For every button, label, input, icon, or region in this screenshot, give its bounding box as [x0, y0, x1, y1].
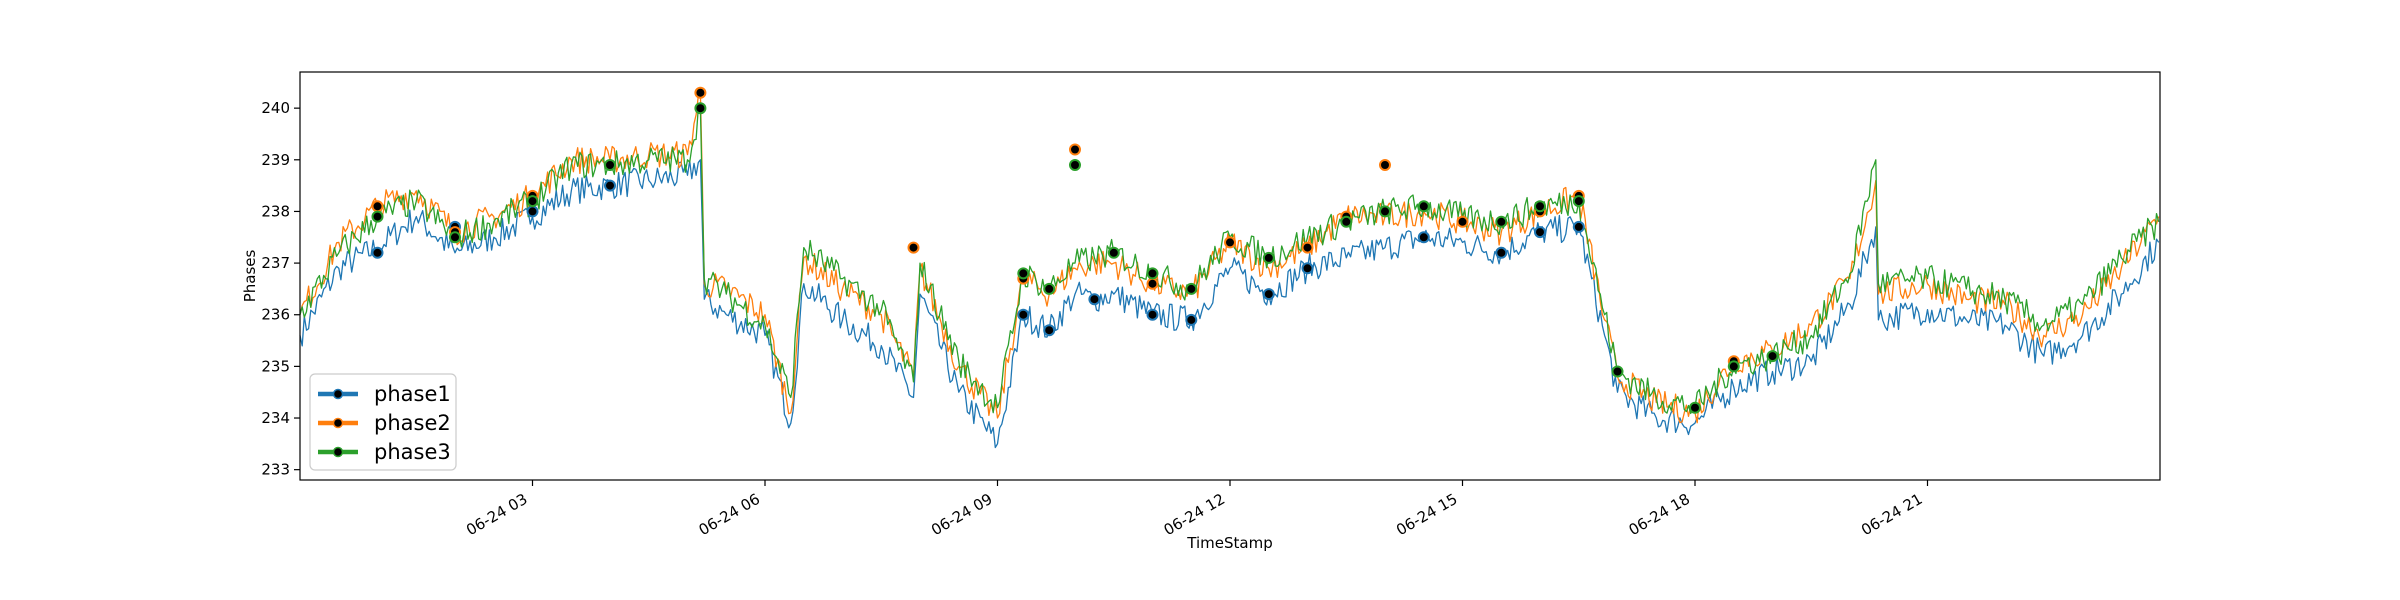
marker-phase3-17 — [1572, 195, 1585, 208]
marker-phase3-1 — [449, 231, 461, 244]
y-tick-label-6: 239 — [261, 151, 290, 169]
marker-phase3-4 — [694, 102, 707, 115]
marker-phase3-6 — [1043, 282, 1056, 295]
marker-phase3-11 — [1262, 251, 1275, 264]
marker-phase3-18 — [1611, 365, 1624, 378]
legend-marker-phase3 — [332, 446, 344, 458]
marker-phase1-13 — [1534, 226, 1546, 239]
marker-phase2-3 — [694, 86, 707, 99]
marker-phase3-5 — [1017, 267, 1030, 280]
marker-phase1-2 — [526, 205, 539, 218]
marker-phase3-0 — [371, 210, 384, 223]
marker-phase1-11 — [1417, 231, 1430, 244]
marker-phase2-6 — [1069, 143, 1081, 156]
marker-phase3-21 — [1766, 350, 1779, 363]
x-axis-label: TimeStamp — [1186, 534, 1272, 552]
marker-phase1-12 — [1495, 246, 1508, 259]
marker-phase3-19 — [1689, 401, 1701, 414]
marker-phase3-3 — [604, 159, 616, 171]
marker-phase3-20 — [1727, 360, 1740, 373]
legend-label-phase3: phase3 — [374, 440, 451, 464]
y-tick-label-4: 237 — [261, 254, 290, 272]
legend-box — [309, 373, 457, 471]
legend: phase1 phase2 phase3 — [309, 373, 457, 471]
marker-phase2-12 — [1456, 215, 1469, 228]
marker-phase1-0 — [371, 246, 384, 259]
marker-phase1-9 — [1262, 288, 1275, 301]
marker-phase3-12 — [1340, 215, 1353, 228]
y-axis: 233 234 235 236 237 238 239 240 — [261, 99, 300, 479]
legend-label-phase2: phase2 — [374, 411, 451, 435]
y-tick-label-3: 236 — [261, 306, 290, 324]
marker-phase2-11 — [1379, 159, 1391, 171]
marker-phase2-0 — [371, 200, 384, 213]
marker-phase2-9 — [1301, 241, 1314, 254]
marker-phase3-16 — [1534, 200, 1546, 213]
marker-phase2-7 — [1146, 277, 1159, 290]
marker-phase1-10 — [1301, 262, 1314, 275]
y-tick-label-2: 235 — [261, 357, 290, 375]
marker-phase2-4 — [907, 241, 920, 254]
marker-phase1-5 — [1043, 324, 1056, 337]
marker-phase3-9 — [1146, 267, 1159, 280]
marker-layer — [371, 86, 1779, 414]
marker-phase1-3 — [604, 179, 616, 192]
marker-phase3-14 — [1417, 200, 1430, 213]
y-axis-label: Phases — [241, 250, 259, 303]
marker-phase1-14 — [1572, 220, 1585, 233]
marker-phase3-10 — [1185, 282, 1198, 295]
marker-phase1-8 — [1185, 313, 1198, 326]
marker-phase3-2 — [526, 195, 539, 208]
marker-phase1-6 — [1088, 293, 1101, 306]
marker-phase3-15 — [1495, 215, 1508, 228]
y-tick-label-0: 233 — [261, 461, 290, 479]
y-tick-label-1: 234 — [261, 409, 290, 427]
marker-phase1-7 — [1146, 308, 1159, 321]
y-tick-label-7: 240 — [261, 99, 290, 117]
marker-phase3-8 — [1107, 246, 1120, 259]
marker-phase3-13 — [1379, 205, 1391, 218]
legend-label-phase1: phase1 — [374, 382, 451, 406]
marker-phase1-4 — [1017, 308, 1030, 321]
legend-marker-phase2 — [332, 417, 344, 429]
marker-phase2-8 — [1224, 236, 1236, 249]
y-tick-label-5: 238 — [261, 202, 290, 220]
legend-marker-phase1 — [332, 388, 344, 400]
marker-phase3-7 — [1069, 159, 1081, 171]
